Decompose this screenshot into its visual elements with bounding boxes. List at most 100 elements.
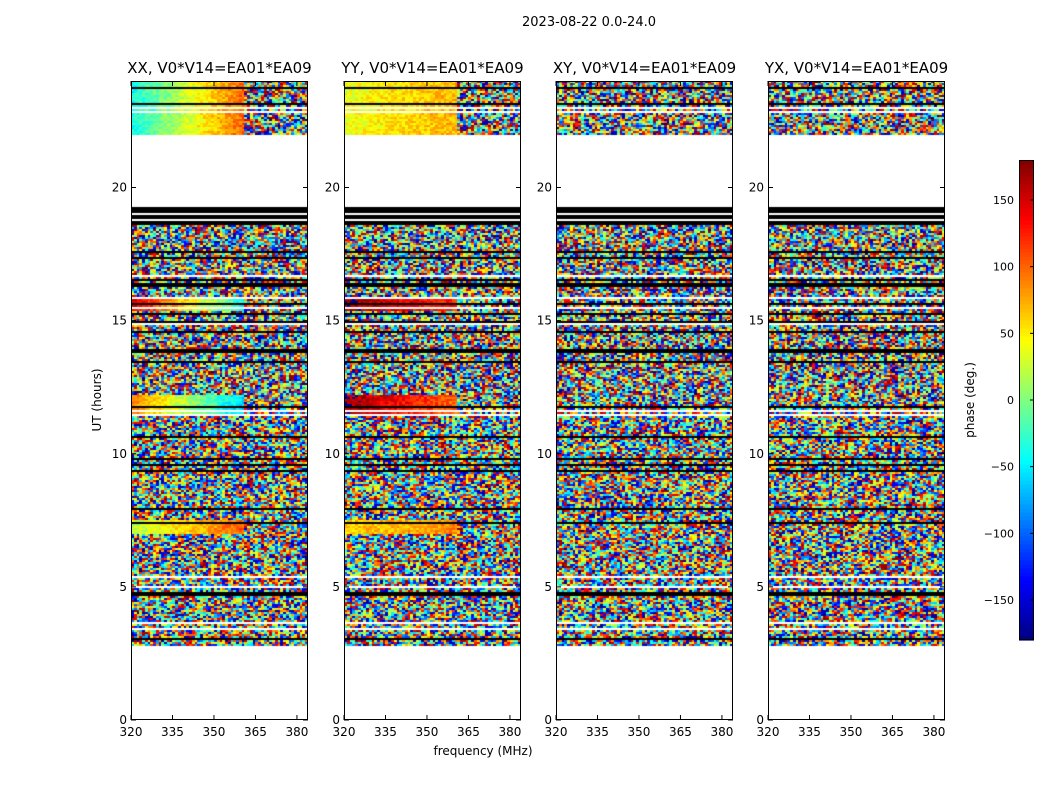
colorbar-segment xyxy=(1019,396,1034,401)
colorbar-segment xyxy=(1019,200,1034,205)
y-tick-label: 5 xyxy=(756,580,764,594)
x-tick-label: 365 xyxy=(669,725,692,739)
colorbar-segment xyxy=(1019,256,1034,261)
colorbar-segment xyxy=(1019,636,1034,641)
x-tick-label: 335 xyxy=(161,725,184,739)
y-tick-label: 5 xyxy=(332,580,340,594)
colorbar-segment xyxy=(1019,308,1034,313)
colorbar-label: phase (deg.) xyxy=(963,362,977,438)
y-tick-label: 20 xyxy=(112,181,127,195)
colorbar-segment xyxy=(1019,408,1034,413)
colorbar-segment xyxy=(1019,368,1034,373)
colorbar-segment xyxy=(1019,548,1034,553)
colorbar-segment xyxy=(1019,220,1034,225)
x-tick-label: 320 xyxy=(545,725,568,739)
colorbar-segment xyxy=(1019,588,1034,593)
colorbar-segment xyxy=(1019,260,1034,265)
colorbar-segment xyxy=(1019,284,1034,289)
panel-title-yx: YX, V0*V14=EA01*EA09 xyxy=(764,59,948,77)
colorbar-segment xyxy=(1019,192,1034,197)
y-tick-label: 0 xyxy=(544,713,552,727)
colorbar-segment xyxy=(1019,452,1034,457)
heatmap-image-yy xyxy=(344,81,521,720)
y-tick-label: 0 xyxy=(756,713,764,727)
colorbar-segment xyxy=(1019,228,1034,233)
colorbar-segment xyxy=(1019,632,1034,637)
colorbar-segment xyxy=(1019,484,1034,489)
x-tick-label: 320 xyxy=(757,725,780,739)
colorbar-segment xyxy=(1019,432,1034,437)
colorbar-segment xyxy=(1019,428,1034,433)
y-tick-label: 20 xyxy=(325,181,340,195)
panel-xx: XX, V0*V14=EA01*EA09 320 335 350 365 380 0 5 10 1… xyxy=(112,59,312,739)
colorbar-segment xyxy=(1019,564,1034,569)
colorbar-segment xyxy=(1019,624,1034,629)
colorbar-segment xyxy=(1019,164,1034,169)
colorbar-segment xyxy=(1019,320,1034,325)
colorbar-segment xyxy=(1019,556,1034,561)
colorbar-segment xyxy=(1019,304,1034,309)
colorbar-tick-label: −100 xyxy=(984,527,1014,540)
colorbar-segment xyxy=(1019,168,1034,173)
x-tick-label: 365 xyxy=(881,725,904,739)
colorbar-segment xyxy=(1019,616,1034,621)
colorbar-segment xyxy=(1019,316,1034,321)
y-tick-label: 15 xyxy=(537,314,552,328)
x-tick-label: 335 xyxy=(374,725,397,739)
x-axis-label: frequency (MHz) xyxy=(433,744,532,758)
x-tick-label: 365 xyxy=(244,725,267,739)
colorbar-segment xyxy=(1019,212,1034,217)
colorbar-segment xyxy=(1019,472,1034,477)
heatmap-image-xx xyxy=(131,81,308,720)
colorbar-segment xyxy=(1019,404,1034,409)
colorbar-segment xyxy=(1019,460,1034,465)
colorbar: −150 −100 −50 0 50 100 150 xyxy=(984,160,1034,641)
colorbar-segment xyxy=(1019,276,1034,281)
colorbar-segment xyxy=(1019,388,1034,393)
colorbar-segment xyxy=(1019,376,1034,381)
colorbar-segment xyxy=(1019,532,1034,537)
x-tick-label: 320 xyxy=(120,725,143,739)
y-tick-label: 5 xyxy=(119,580,127,594)
colorbar-segment xyxy=(1019,296,1034,301)
colorbar-segment xyxy=(1019,628,1034,633)
colorbar-segment xyxy=(1019,392,1034,397)
colorbar-segment xyxy=(1019,620,1034,625)
y-tick-label: 5 xyxy=(544,580,552,594)
colorbar-segment xyxy=(1019,340,1034,345)
panel-xy: XY, V0*V14=EA01*EA09 320 335 350 365 380 0 5 10 1… xyxy=(537,59,736,739)
colorbar-tick-label: 100 xyxy=(993,261,1014,274)
colorbar-segment xyxy=(1019,216,1034,221)
colorbar-segment xyxy=(1019,300,1034,305)
colorbar-segment xyxy=(1019,240,1034,245)
colorbar-segment xyxy=(1019,568,1034,573)
heatmap-image-yx xyxy=(768,81,945,720)
y-tick-label: 10 xyxy=(749,447,764,461)
x-tick-label: 380 xyxy=(922,725,945,739)
colorbar-segment xyxy=(1019,488,1034,493)
colorbar-segment xyxy=(1019,332,1034,337)
colorbar-segment xyxy=(1019,400,1034,405)
colorbar-segment xyxy=(1019,456,1034,461)
colorbar-segment xyxy=(1019,420,1034,425)
colorbar-segment xyxy=(1019,272,1034,277)
colorbar-segment xyxy=(1019,580,1034,585)
panel-title-xy: XY, V0*V14=EA01*EA09 xyxy=(553,59,736,77)
colorbar-segment xyxy=(1019,524,1034,529)
y-tick-label: 20 xyxy=(749,181,764,195)
colorbar-segment xyxy=(1019,468,1034,473)
colorbar-segment xyxy=(1019,476,1034,481)
colorbar-segment xyxy=(1019,612,1034,617)
panel-yy: YY, V0*V14=EA01*EA09 320 335 350 365 380 0 5 10 1… xyxy=(325,59,524,739)
colorbar-segment xyxy=(1019,292,1034,297)
colorbar-segment xyxy=(1019,360,1034,365)
panel-title-xx: XX, V0*V14=EA01*EA09 xyxy=(127,59,311,77)
colorbar-segment xyxy=(1019,552,1034,557)
colorbar-segment xyxy=(1019,176,1034,181)
colorbar-segment xyxy=(1019,596,1034,601)
colorbar-segment xyxy=(1019,184,1034,189)
y-tick-label: 15 xyxy=(112,314,127,328)
colorbar-segment xyxy=(1019,576,1034,581)
colorbar-segment xyxy=(1019,500,1034,505)
